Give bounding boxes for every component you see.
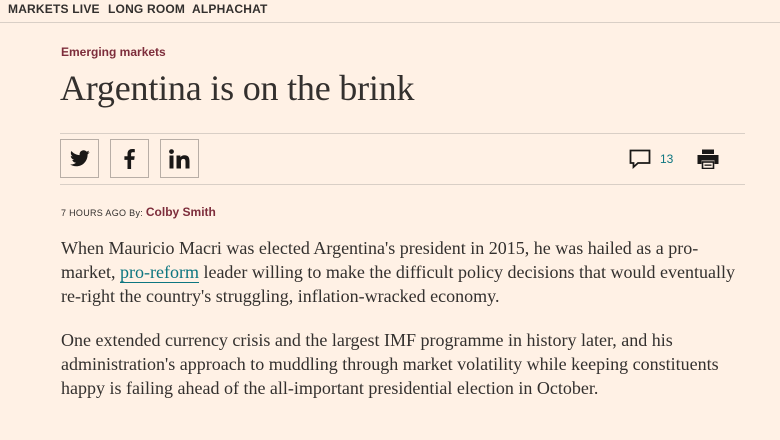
timestamp: 7 HOURS AGO [61, 208, 127, 218]
top-navigation: MARKETS LIVE LONG ROOM ALPHACHAT [0, 0, 780, 23]
nav-long-room[interactable]: LONG ROOM [108, 2, 186, 16]
pro-reform-link[interactable]: pro-reform [119, 262, 199, 283]
divider-bottom [60, 184, 745, 185]
linkedin-share-button[interactable] [160, 139, 199, 178]
nav-markets-live[interactable]: MARKETS LIVE [8, 2, 100, 16]
article-headline: Argentina is on the brink [60, 68, 415, 108]
linkedin-icon [168, 148, 189, 168]
topic-tag[interactable]: Emerging markets [61, 45, 166, 59]
facebook-icon [124, 148, 135, 169]
twitter-icon [69, 150, 90, 167]
print-button[interactable] [697, 149, 719, 174]
article-paragraph-2: One extended currency crisis and the lar… [61, 330, 719, 398]
print-icon [697, 149, 719, 170]
twitter-share-button[interactable] [60, 139, 99, 178]
paragraph-1-text-a: When Mauricio Macri was elected Argentin… [61, 238, 699, 282]
divider-top [60, 133, 745, 134]
comments-link[interactable]: 13 [629, 149, 673, 169]
comment-icon [629, 149, 651, 169]
comment-count: 13 [660, 152, 674, 166]
author-link[interactable]: Colby Smith [145, 205, 216, 219]
byline: 7 HOURS AGO By: Colby Smith [61, 205, 216, 219]
byline-by: By: [129, 208, 144, 218]
facebook-share-button[interactable] [110, 139, 149, 178]
nav-alphachat[interactable]: ALPHACHAT [192, 2, 268, 16]
paragraph-1-text-b: leader willing to make the difficult pol… [61, 262, 735, 306]
article-paragraph-1: When Mauricio Macri was elected Argentin… [61, 236, 741, 308]
